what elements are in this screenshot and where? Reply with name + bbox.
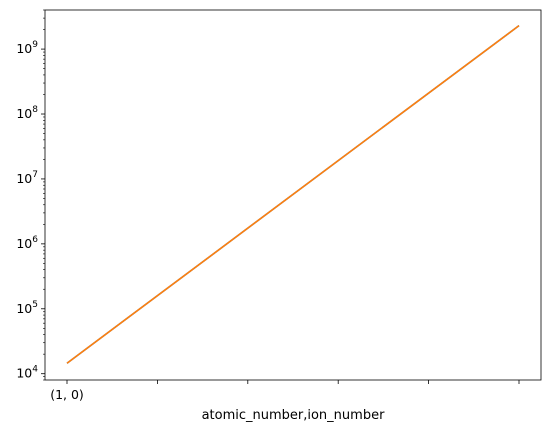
x-tick-label: (1, 0) — [50, 387, 84, 402]
axes-layer: 104 105 106 107 108 109 (1, 0) — [16, 9, 542, 402]
series-line-2 — [66, 24, 520, 364]
y-tick-label: 108 — [16, 105, 38, 121]
axes-frame — [44, 9, 542, 381]
y-tick-label: 104 — [16, 365, 38, 381]
y-tick-label: 107 — [16, 170, 38, 186]
y-tick-label: 105 — [16, 300, 38, 316]
x-axis-title: atomic_number,ion_number — [202, 408, 386, 423]
series-layer — [66, 24, 520, 364]
y-tick-label: 106 — [16, 235, 38, 251]
y-tick-label: 109 — [16, 40, 38, 56]
